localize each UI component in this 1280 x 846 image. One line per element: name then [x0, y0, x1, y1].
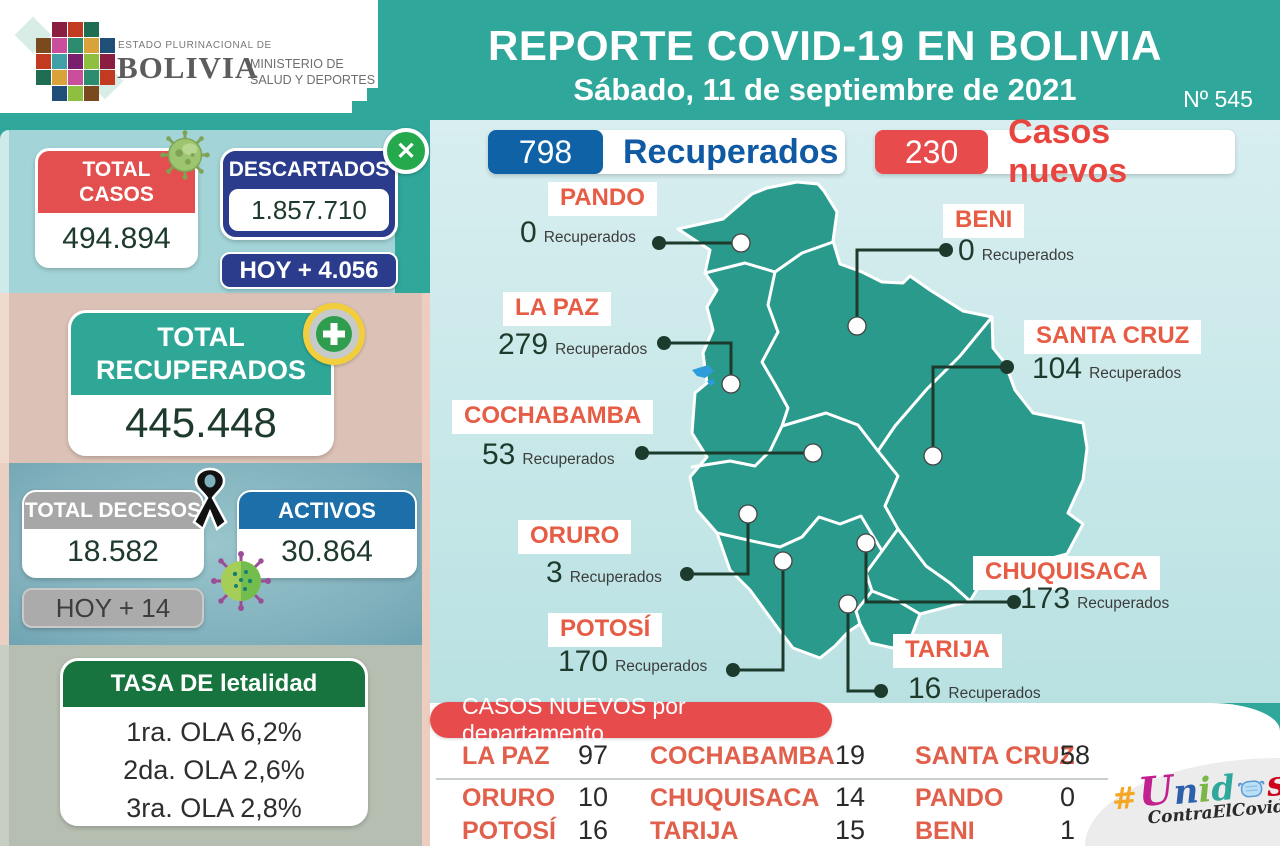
dept-label-oruro: ORURO — [518, 520, 632, 554]
dept-label-tarija: TARIJA — [893, 634, 1002, 668]
table-divider — [436, 778, 1108, 780]
dept-count-cochabamba: 53 Recuperados — [482, 438, 615, 471]
estado-plurinacional-label: ESTADO PLURINACIONAL DE — [118, 40, 272, 51]
activos-card: ACTIVOS 30.864 — [237, 490, 417, 578]
bolivia-wordmark: BOLIVIA — [117, 50, 259, 85]
header-step — [0, 101, 352, 113]
descartados-today-pill: HOY + 4.056 — [220, 252, 398, 289]
unidos-contra-el-covid-logo: # U n i d s ContraElCovid — [1110, 760, 1280, 831]
dept-count-chuquisaca: 173 Recuperados — [1020, 582, 1170, 615]
report-date: Sábado, 11 de septiembre de 2021 — [573, 72, 1077, 107]
ministry-line1: MINISTERIO DE — [250, 57, 344, 71]
tasa-letalidad-header: TASA DE letalidad — [63, 661, 365, 707]
plus-icon — [303, 303, 365, 365]
descartados-card: DESCARTADOS 1.857.710 — [220, 148, 398, 240]
total-casos-header: TOTAL CASOS — [38, 151, 195, 213]
dept-count-santa-cruz: 104 Recuperados — [1032, 352, 1182, 385]
ministry-label: MINISTERIO DE SALUD Y DEPORTES — [250, 56, 375, 88]
report-number: Nº 545 — [1183, 86, 1253, 112]
lake-titicaca — [692, 365, 715, 386]
recovered-badge-label: Recuperados — [623, 132, 839, 171]
new-cases-title-pill: CASOS NUEVOS por departamento — [430, 693, 832, 746]
dept-count-pando: 0 Recuperados — [520, 216, 636, 249]
dept-label-chuquisaca: CHUQUISACA — [973, 556, 1160, 590]
new-cases-row-2: ORURO 10 CHUQUISACA 14 PANDO 0 — [462, 782, 1076, 812]
total-decesos-card: TOTAL DECESOS 18.582 — [22, 490, 204, 578]
total-recuperados-value: 445.448 — [71, 395, 331, 451]
new-cases-row-3: POTOSÍ 16 TARIJA 15 BENI 1 — [462, 815, 1076, 845]
discarded-x-icon: ✕ — [383, 128, 429, 174]
virus-icon — [160, 130, 210, 180]
total-decesos-header: TOTAL DECESOS — [24, 492, 202, 529]
activos-value: 30.864 — [239, 529, 415, 575]
recovered-badge-value: 798 — [488, 130, 603, 174]
tasa-letalidad-body: 1ra. OLA 6,2% 2da. OLA 2,6% 3ra. OLA 2,8… — [63, 707, 365, 823]
connector-lines — [642, 241, 1014, 693]
total-recuperados-card: TOTAL RECUPERADOS 445.448 — [68, 310, 334, 456]
total-casos-card: TOTAL CASOS 494.894 — [35, 148, 198, 268]
dept-label-pando: PANDO — [548, 182, 657, 216]
dept-label-potosi: POTOSÍ — [548, 613, 663, 647]
page-title: REPORTE COVID-19 EN BOLIVIA — [488, 22, 1162, 69]
new-cases-badge-label: Casos nuevos — [1008, 113, 1128, 190]
mourning-ribbon-icon — [192, 467, 228, 531]
total-decesos-value: 18.582 — [24, 529, 202, 575]
new-cases-badge-value: 230 — [875, 130, 989, 174]
new-cases-row-1: LA PAZ 97 COCHABAMBA 19 SANTA CRUZ 58 — [462, 740, 1091, 770]
dept-label-santa-cruz: SANTA CRUZ — [1024, 320, 1202, 354]
descartados-value: 1.857.710 — [229, 189, 389, 231]
activos-header: ACTIVOS — [239, 492, 415, 529]
hashtag-glyph: # — [1110, 780, 1139, 818]
recovered-badge: 798 Recuperados — [488, 130, 845, 174]
sidebar-pink-strip — [422, 293, 430, 846]
ministry-line2: SALUD Y DEPORTES — [250, 73, 376, 87]
tasa-row-1: 1ra. OLA 6,2% — [126, 717, 302, 747]
face-mask-icon — [1238, 780, 1265, 798]
bolivia-map — [635, 180, 1089, 698]
dept-label-beni: BENI — [943, 204, 1025, 238]
dept-label-cochabamba: COCHABAMBA — [452, 400, 654, 434]
tasa-letalidad-card: TASA DE letalidad 1ra. OLA 6,2% 2da. OLA… — [60, 658, 368, 826]
coronavirus-icon — [211, 551, 271, 611]
map-marker-dots — [721, 233, 943, 614]
new-cases-badge: 230 Casos nuevos — [875, 113, 1235, 190]
descartados-header: DESCARTADOS — [223, 151, 395, 189]
total-casos-value: 494.894 — [38, 213, 195, 265]
tasa-row-3: 3ra. OLA 2,8% — [126, 793, 302, 823]
dept-label-la-paz: LA PAZ — [503, 292, 611, 326]
decesos-today-pill: HOY + 14 — [22, 588, 204, 628]
dept-count-tarija: 16 Recuperados — [908, 672, 1041, 705]
dept-count-beni: 0 Recuperados — [958, 234, 1074, 267]
total-recuperados-header: TOTAL RECUPERADOS — [71, 313, 331, 395]
label-end-dots — [635, 236, 1021, 698]
tasa-row-2: 2da. OLA 2,6% — [123, 755, 305, 785]
logo-patchwork — [36, 22, 115, 101]
dept-count-potosi: 170 Recuperados — [558, 645, 708, 678]
dept-count-oruro: 3 Recuperados — [546, 556, 662, 589]
dept-count-la-paz: 279 Recuperados — [498, 328, 648, 361]
bolivia-logo — [14, 14, 124, 106]
